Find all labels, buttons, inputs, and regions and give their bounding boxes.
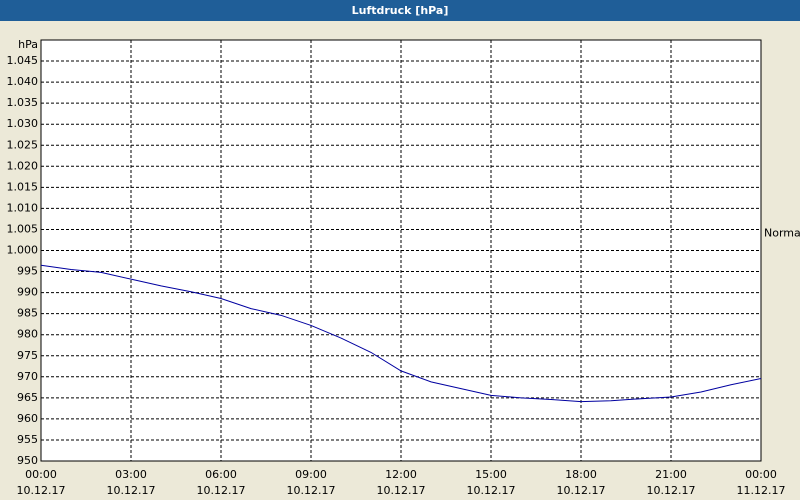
x-tick-date: 10.12.17 (17, 484, 66, 497)
y-tick-label: 1.010 (7, 201, 39, 214)
x-tick-label: 03:00 (115, 468, 147, 481)
y-tick-label: 980 (17, 328, 38, 341)
y-tick-label: 955 (17, 433, 38, 446)
x-tick-date: 11.12.17 (737, 484, 786, 497)
y-tick-label: 1.000 (7, 244, 39, 257)
x-tick-date: 10.12.17 (197, 484, 246, 497)
y-tick-label: 995 (17, 265, 38, 278)
y-tick-label: 1.045 (7, 54, 39, 67)
x-tick-label: 00:00 (745, 468, 777, 481)
chart-title: Luftdruck [hPa] (352, 4, 449, 17)
y-tick-label: 965 (17, 391, 38, 404)
y-tick-label: 970 (17, 370, 38, 383)
y-tick-label: 1.030 (7, 117, 39, 130)
x-tick-date: 10.12.17 (107, 484, 156, 497)
x-tick-date: 10.12.17 (287, 484, 336, 497)
x-tick-date: 10.12.17 (647, 484, 696, 497)
y-tick-label: 960 (17, 412, 38, 425)
x-tick-label: 15:00 (475, 468, 507, 481)
y-unit: hPa (18, 38, 38, 51)
title-bar (0, 0, 800, 21)
x-tick-label: 12:00 (385, 468, 417, 481)
x-tick-label: 21:00 (655, 468, 687, 481)
x-tick-date: 10.12.17 (467, 484, 516, 497)
x-tick-date: 10.12.17 (557, 484, 606, 497)
data-line (40, 264, 762, 403)
y-tick-label: 975 (17, 349, 38, 362)
y-tick-label: 1.040 (7, 75, 39, 88)
x-tick-date: 10.12.17 (377, 484, 426, 497)
y-tick-label: 985 (17, 307, 38, 320)
y-tick-label: 1.020 (7, 159, 39, 172)
x-tick-label: 06:00 (205, 468, 237, 481)
y-tick-label: 990 (17, 286, 38, 299)
y-tick-label: 1.015 (7, 180, 39, 193)
y-tick-label: 950 (17, 454, 38, 467)
y-tick-label: 1.035 (7, 96, 39, 109)
reference-label: Normal (764, 227, 800, 240)
x-tick-label: 09:00 (295, 468, 327, 481)
y-tick-label: 1.005 (7, 222, 39, 235)
x-tick-label: 18:00 (565, 468, 597, 481)
y-tick-label: 1.025 (7, 138, 39, 151)
x-tick-label: 00:00 (25, 468, 57, 481)
